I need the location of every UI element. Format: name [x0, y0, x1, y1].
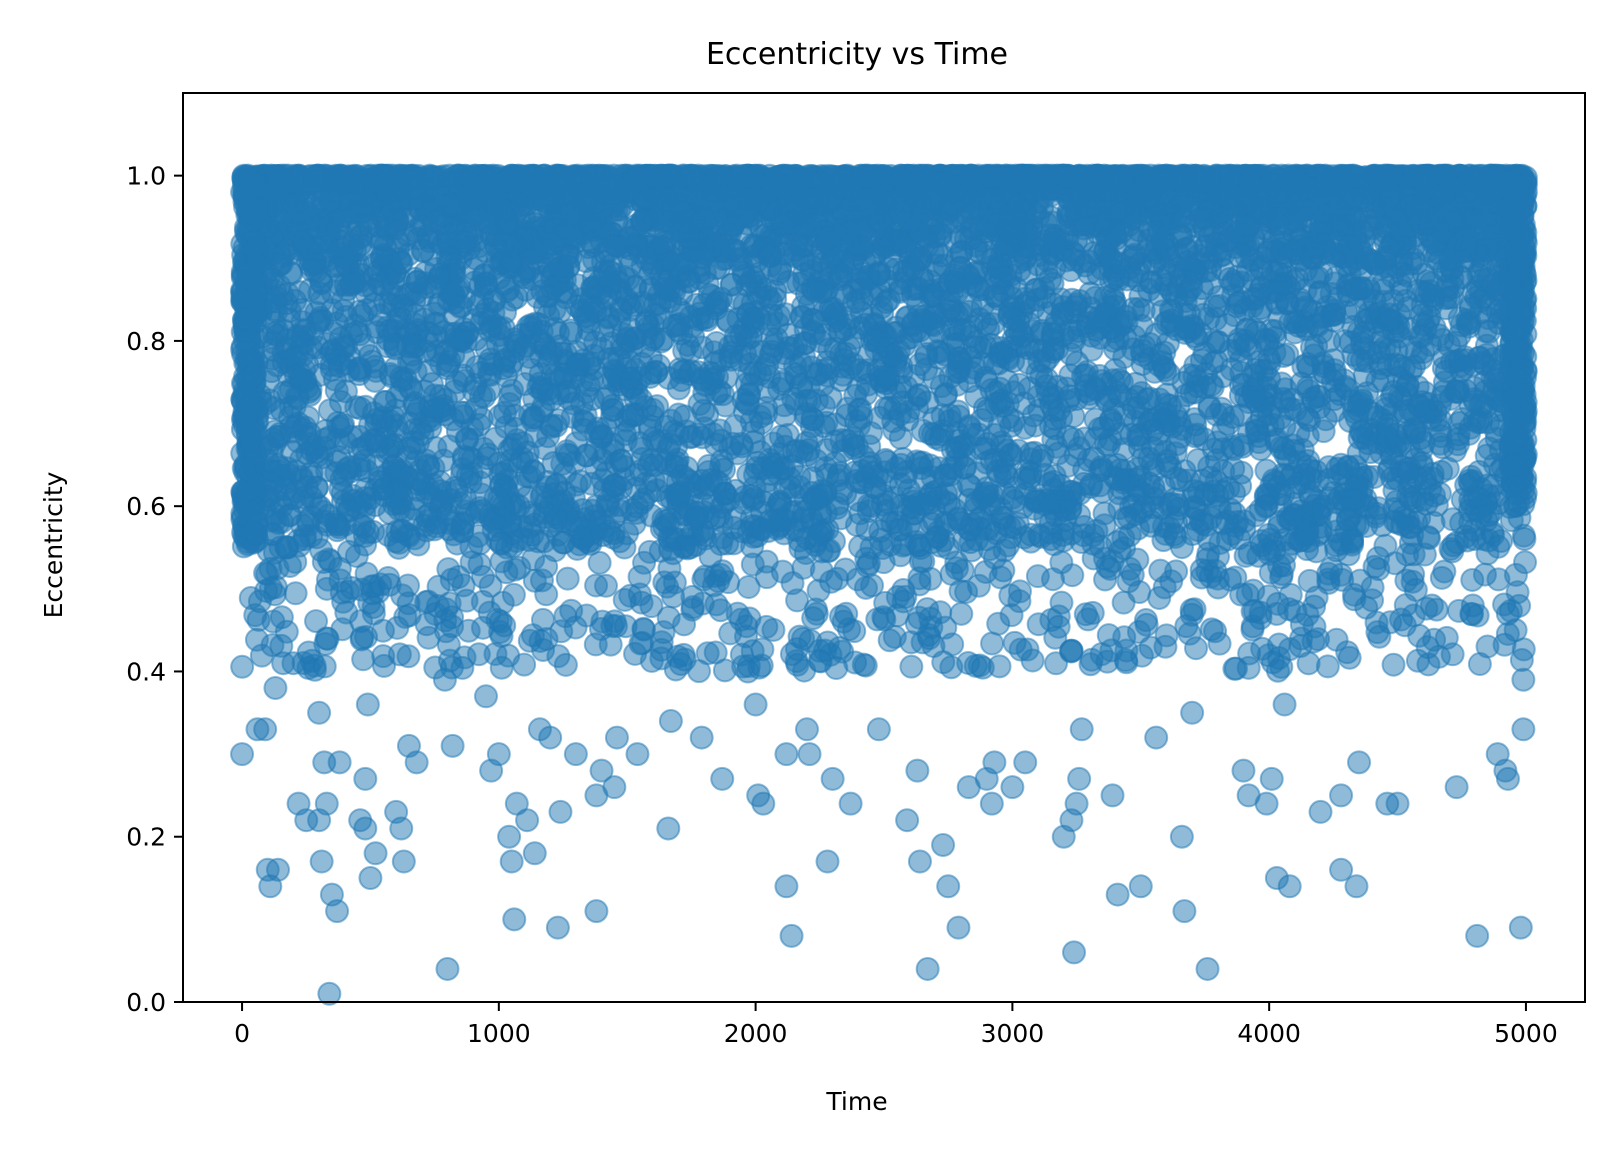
scatter-point	[1275, 342, 1300, 367]
scatter-point	[500, 378, 525, 403]
plot-area	[230, 163, 1538, 1006]
chart-title: Eccentricity vs Time	[706, 37, 1008, 72]
scatter-point	[1341, 342, 1366, 367]
